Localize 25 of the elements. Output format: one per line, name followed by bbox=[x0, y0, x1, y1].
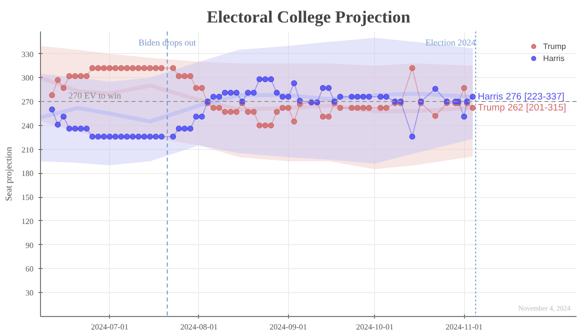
legend-label: Harris bbox=[543, 54, 565, 62]
annotation: Trump 262 [201-315] bbox=[478, 102, 566, 114]
x-tick-label: 2024-10-01 bbox=[356, 322, 394, 332]
y-tick-label: 300 bbox=[22, 74, 34, 83]
y-tick-label: 60 bbox=[26, 264, 34, 274]
x-tick-label: 2024-07-01 bbox=[90, 322, 128, 332]
x-tick-label: 2024-11-01 bbox=[446, 322, 483, 332]
legend-label: Trump bbox=[543, 42, 566, 50]
x-tick-label: 2024-08-01 bbox=[180, 322, 218, 332]
ref-line-label: Election 2024 bbox=[425, 38, 476, 48]
y-tick-label: 90 bbox=[26, 240, 34, 250]
x-tick-label: 2024-09-01 bbox=[270, 322, 307, 332]
y-tick-label: 30 bbox=[26, 288, 34, 298]
y-axis-title: Seat projection bbox=[4, 146, 14, 202]
y-tick-label: 180 bbox=[22, 169, 34, 178]
y-tick-label: 330 bbox=[22, 50, 34, 59]
annotation: Harris 276 [223-337] bbox=[478, 91, 564, 102]
y-tick-label: 120 bbox=[22, 216, 34, 226]
y-tick-label: 210 bbox=[22, 145, 34, 154]
y-tick-label: 270 bbox=[22, 98, 34, 107]
y-tick-label: 150 bbox=[22, 193, 34, 202]
ref-line-label: 270 EV to win bbox=[68, 90, 122, 101]
ref-line-label: Biden drops out bbox=[138, 38, 197, 48]
chart-title: Electoral College Projection bbox=[206, 8, 411, 26]
y-tick-label: 240 bbox=[22, 121, 34, 130]
